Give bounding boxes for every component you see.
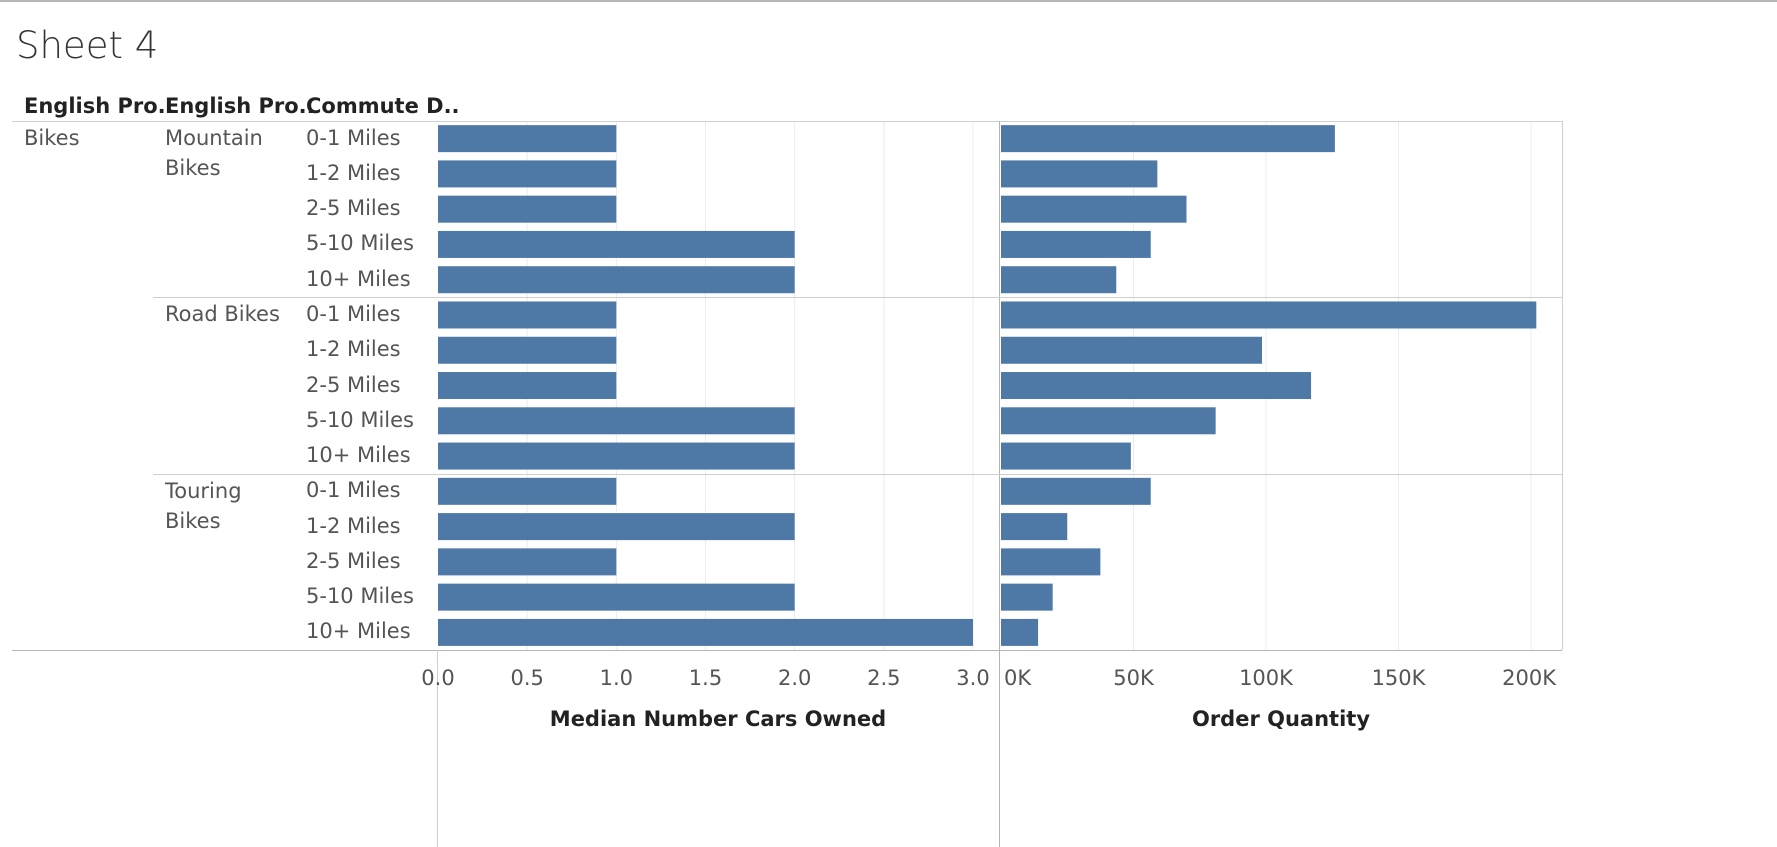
subcategory-label: Bikes — [165, 508, 221, 533]
tick-label-cars: 0.5 — [510, 666, 543, 690]
tick-label-cars: 3.0 — [956, 666, 989, 690]
bar-orders — [1001, 583, 1053, 611]
commute-label: 1-2 Miles — [306, 160, 401, 185]
bar-orders — [1001, 195, 1187, 223]
bar-cars — [438, 230, 795, 258]
bar-orders — [1001, 548, 1101, 576]
category-label: Bikes — [24, 126, 80, 150]
bar-orders — [1001, 407, 1216, 435]
sheet-title: Sheet 4 — [16, 24, 159, 67]
bar-orders — [1001, 266, 1117, 294]
bar-orders — [1001, 301, 1537, 329]
bar-cars — [438, 442, 795, 470]
bar-cars — [438, 477, 617, 505]
commute-label: 1-2 Miles — [306, 337, 401, 362]
x-axis-title-cars: Median Number Cars Owned — [549, 707, 887, 731]
top-border — [0, 0, 1777, 2]
bar-orders — [1001, 160, 1158, 188]
tick-label-cars: 0.0 — [421, 666, 454, 690]
commute-label: 2-5 Miles — [306, 196, 401, 221]
commute-label: 2-5 Miles — [306, 548, 401, 573]
bar-orders — [1001, 125, 1335, 153]
bar-orders — [1001, 477, 1151, 505]
bar-orders — [1001, 618, 1039, 646]
header-product-subcategory: English Pro.. — [165, 94, 315, 118]
bar-orders — [1001, 372, 1312, 400]
commute-label: 0-1 Miles — [306, 125, 401, 150]
commute-label: 5-10 Miles — [306, 407, 414, 432]
commute-label: 10+ Miles — [306, 619, 411, 644]
bar-cars — [438, 372, 617, 400]
bar-cars — [438, 548, 617, 576]
bar-cars — [438, 195, 617, 223]
commute-label: 10+ Miles — [306, 266, 411, 291]
header-product-category: English Pro.. — [24, 94, 174, 118]
subcategory-label: Road Bikes — [165, 302, 280, 327]
bar-cars — [438, 336, 617, 364]
subcategory-label: Mountain — [165, 126, 263, 150]
tick-label-orders: 200K — [1502, 666, 1557, 690]
commute-label: 5-10 Miles — [306, 584, 414, 609]
commute-label: 10+ Miles — [306, 443, 411, 468]
bar-cars — [438, 583, 795, 611]
bar-cars — [438, 301, 617, 329]
bar-cars — [438, 618, 973, 646]
tick-label-cars: 1.0 — [600, 666, 633, 690]
tick-label-orders: 0K — [1004, 666, 1032, 690]
commute-label: 0-1 Miles — [306, 301, 401, 326]
bar-cars — [438, 407, 795, 435]
bar-orders — [1001, 442, 1131, 470]
tick-label-orders: 100K — [1239, 666, 1294, 690]
commute-label: 0-1 Miles — [306, 478, 401, 503]
subcategory-label: Bikes — [165, 156, 221, 180]
tick-label-cars: 2.5 — [867, 666, 900, 690]
subcategory-label: Touring — [165, 478, 242, 503]
tick-label-orders: 150K — [1372, 666, 1427, 690]
bar-orders — [1001, 336, 1263, 364]
commute-label: 2-5 Miles — [306, 372, 401, 397]
bar-orders — [1001, 513, 1068, 541]
x-axis-title-orders: Order Quantity — [1191, 707, 1371, 731]
tick-label-orders: 50K — [1113, 666, 1155, 690]
bar-orders — [1001, 230, 1151, 258]
bar-cars — [438, 125, 617, 153]
tick-label-cars: 2.0 — [778, 666, 811, 690]
bar-cars — [438, 266, 795, 294]
bar-cars — [438, 513, 795, 541]
commute-label: 5-10 Miles — [306, 231, 414, 256]
commute-label: 1-2 Miles — [306, 513, 401, 538]
header-commute-distance: Commute D.. — [306, 94, 460, 118]
tick-label-cars: 1.5 — [689, 666, 722, 690]
bar-cars — [438, 160, 617, 188]
